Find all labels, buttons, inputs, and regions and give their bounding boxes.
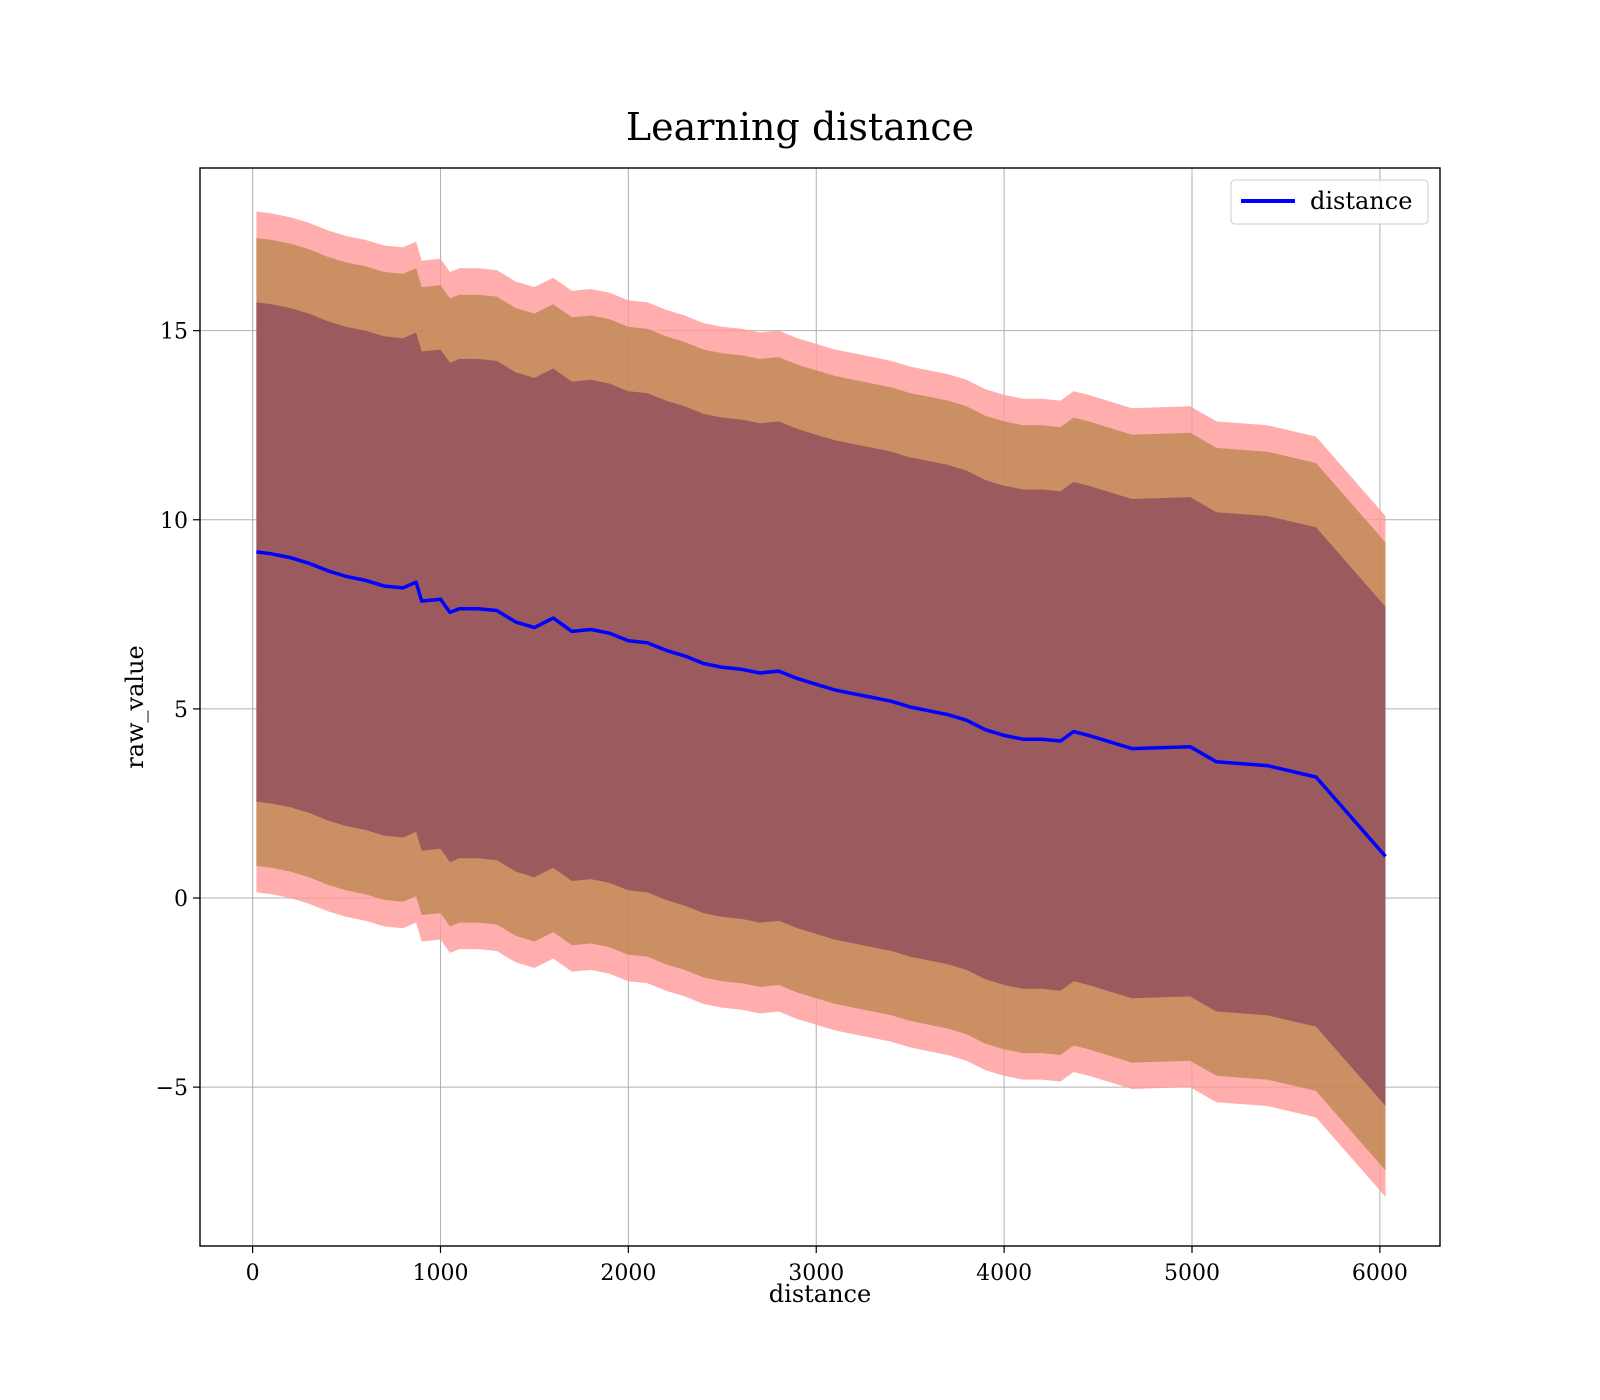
y-axis-ticks: −5 0 5 10 15: [156, 320, 200, 1101]
y-tick-label: 10: [160, 509, 188, 534]
y-axis-label: raw_value: [121, 645, 149, 769]
x-tick-label: 2000: [600, 1261, 656, 1286]
band-inner: [256, 302, 1386, 1106]
x-tick-label: 4000: [976, 1261, 1032, 1286]
x-tick-label: 6000: [1352, 1261, 1408, 1286]
y-tick-label: 0: [174, 887, 188, 912]
x-tick-label: 3000: [788, 1261, 844, 1286]
x-axis-label: distance: [769, 1280, 871, 1308]
x-tick-label: 5000: [1164, 1261, 1220, 1286]
series-line-distance: [256, 550, 1387, 858]
y-tick-label: 15: [160, 320, 188, 345]
legend: distance: [1230, 179, 1429, 225]
legend-box: [1230, 179, 1429, 225]
legend-label-distance: distance: [1310, 187, 1412, 215]
x-tick-label: 0: [246, 1261, 260, 1286]
y-tick-label: −5: [156, 1076, 188, 1101]
plot-area: [200, 168, 1440, 1246]
plot-frame: [199, 167, 1441, 1247]
chart-title: Learning distance: [626, 105, 974, 149]
x-axis-ticks: 0 1000 2000 3000 4000 5000 6000: [246, 1246, 1408, 1286]
y-tick-label: 5: [174, 698, 188, 723]
x-tick-label: 1000: [412, 1261, 468, 1286]
